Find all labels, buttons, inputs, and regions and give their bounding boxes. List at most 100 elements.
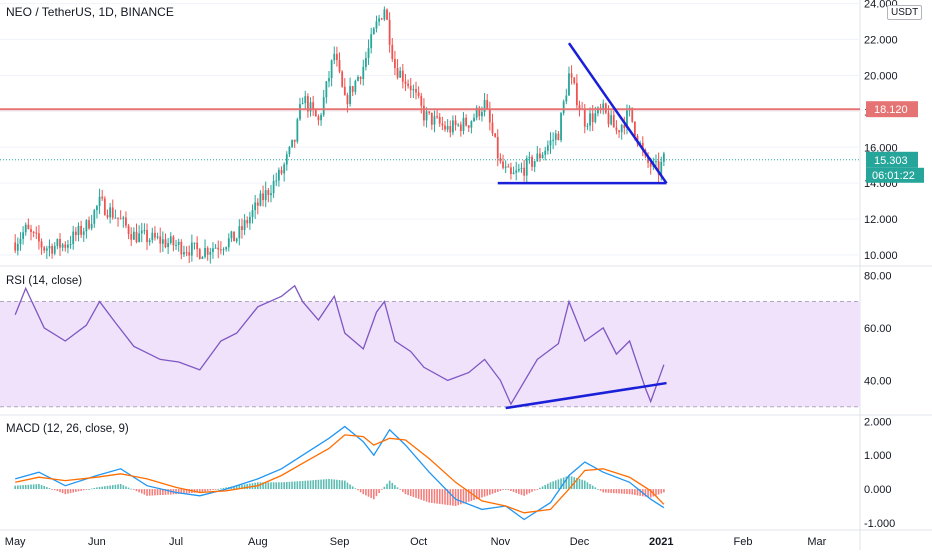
macd-histogram-bar [322,479,325,490]
macd-histogram-bar [446,489,449,505]
rsi-trendline[interactable] [505,381,667,410]
candle-body [583,109,586,127]
macd-histogram-bar [560,478,562,490]
x-tick-label: Sep [330,536,350,548]
macd-histogram-bar [14,485,16,490]
macd-histogram-bar [272,482,275,490]
macd-histogram-bar [539,487,541,490]
macd-histogram-bar [520,489,523,495]
candle-body [14,242,17,251]
rsi-line[interactable] [14,284,665,406]
candle-body [633,121,636,136]
macd-histogram-bar [499,489,502,491]
candle-body [346,95,349,105]
last-price-tag [866,151,918,168]
candle-body [541,154,544,159]
macd-histogram-bar [615,489,618,494]
macd-histogram-bar [317,479,320,490]
candle-body [272,180,275,194]
candle-body [140,230,143,234]
candle-body [549,140,552,146]
candle-body [462,117,465,131]
macd-histogram-bar [19,485,22,490]
candle-body [212,248,214,252]
candle-body [312,102,315,110]
candle-body [132,231,135,240]
macd-histogram-bar [420,489,423,500]
candle-body [69,244,72,246]
countdown-label: 06:01:22 [872,170,915,182]
candle-body [80,225,83,235]
candle-body [82,231,85,235]
macd-tick-label: 1.000 [864,450,892,462]
candle-body [401,70,404,82]
macd-histogram-bar [489,489,491,495]
macd-histogram-bar [373,489,375,500]
candle-body [119,218,122,220]
candle-body [225,247,228,250]
macd-histogram-bar [106,485,109,490]
macd-histogram-bar [17,485,19,490]
macd-histogram-bar [264,482,267,490]
candle-body [475,107,478,118]
candle-body [517,168,520,171]
macd-histogram-bar [133,489,135,490]
candle-body [24,224,27,233]
candle-body [264,190,267,201]
candle-body [357,77,359,81]
x-tick-label: Mar [807,536,826,548]
macd-histogram-bar [547,483,549,490]
candle-body [138,233,141,243]
candle-body [275,180,278,182]
candle-body [399,70,402,78]
macd-histogram-bar [135,489,138,492]
candle-body [341,71,344,87]
macd-histogram-bar [494,489,496,493]
macd-histogram-bar [618,489,620,494]
macd-line[interactable] [15,425,665,521]
macd-tick-label: 2.000 [864,416,892,428]
currency-badge[interactable]: USDT [887,5,923,20]
candle-body [391,44,394,59]
triangle-descending-line[interactable] [567,42,668,184]
candle-body [127,225,130,235]
macd-histogram-bar [325,479,328,490]
candle-body [88,220,90,229]
candle-body [591,113,594,123]
candle-body [655,161,657,163]
candle-body [383,9,386,20]
macd-histogram-bar [441,489,444,505]
macd-histogram-bar [233,486,235,490]
candle-body [325,81,328,98]
macd-histogram-bar [354,488,357,490]
macd-histogram-bar [357,489,359,491]
candle-body [16,243,19,251]
candle-body [404,81,407,84]
candle-body [214,247,217,249]
macd-histogram-bar [370,489,372,498]
candle-body [423,105,425,121]
macd-histogram-bar [557,479,560,490]
macd-histogram-bar [655,489,657,496]
candle-body [169,236,172,244]
macd-signal-line[interactable] [15,434,665,514]
macd-histogram-bar [146,489,148,496]
candle-body [161,239,164,244]
candle-body [314,109,317,117]
macd-histogram-bar [568,475,570,490]
macd-histogram-bar [647,489,649,498]
macd-histogram-bar [610,489,612,493]
macd-histogram-bar [307,480,309,490]
candle-body [256,202,259,206]
candle-body [117,217,119,219]
macd-histogram-bar [278,482,280,490]
candle-body [573,77,576,84]
macd-histogram-bar [159,489,162,496]
macd-histogram-bar [407,489,409,496]
candle-body [649,162,652,167]
candle-body [98,196,101,207]
candle-body [660,161,663,175]
symbol-title[interactable]: NEO / TetherUS, 1D, BINANCE [6,5,174,19]
macd-histogram-bar [536,489,539,490]
